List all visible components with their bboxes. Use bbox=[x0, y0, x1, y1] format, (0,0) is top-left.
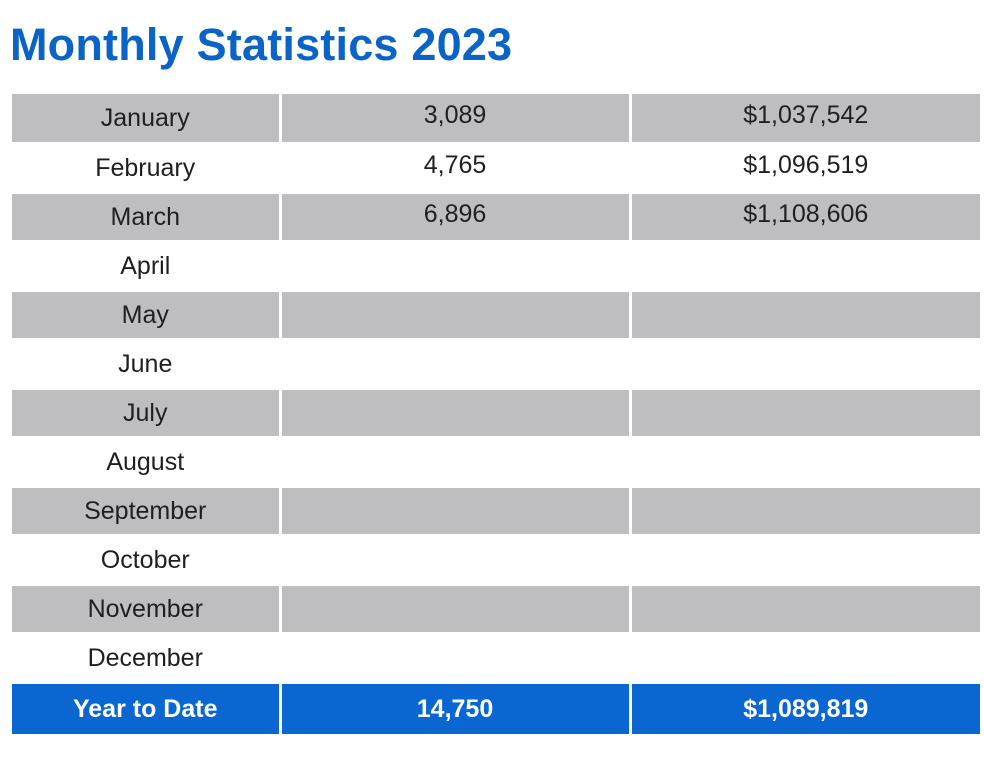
table-row: June bbox=[12, 337, 980, 388]
amount-cell bbox=[628, 582, 980, 633]
table-row: February 4,765 $1,096,519 bbox=[12, 141, 980, 192]
amount-cell bbox=[628, 288, 980, 339]
table-row: November bbox=[12, 582, 980, 633]
amount-cell bbox=[628, 533, 980, 584]
year-to-date-amount: $1,089,819 bbox=[628, 680, 980, 734]
count-cell bbox=[278, 337, 630, 388]
amount-cell bbox=[628, 337, 980, 388]
count-cell bbox=[278, 239, 630, 290]
page-title: Monthly Statistics 2023 bbox=[10, 19, 513, 70]
month-cell: October bbox=[12, 533, 280, 584]
month-cell: November bbox=[12, 582, 280, 633]
table-row: January 3,089 $1,037,542 bbox=[12, 94, 980, 143]
amount-cell bbox=[628, 631, 980, 682]
month-cell: December bbox=[12, 631, 280, 682]
table-body: January 3,089 $1,037,542 February 4,765 … bbox=[12, 94, 980, 734]
count-cell bbox=[278, 288, 630, 339]
amount-cell bbox=[628, 435, 980, 486]
count-cell bbox=[278, 484, 630, 535]
count-cell bbox=[278, 631, 630, 682]
amount-cell: $1,108,606 bbox=[628, 190, 980, 241]
amount-cell: $1,037,542 bbox=[628, 94, 980, 143]
count-cell: 3,089 bbox=[278, 94, 630, 143]
amount-cell bbox=[628, 484, 980, 535]
table-row: August bbox=[12, 435, 980, 486]
month-cell: April bbox=[12, 239, 280, 290]
month-cell: May bbox=[12, 288, 280, 339]
month-cell: March bbox=[12, 190, 280, 241]
count-cell: 4,765 bbox=[278, 141, 630, 192]
count-cell bbox=[278, 582, 630, 633]
count-cell bbox=[278, 533, 630, 584]
count-cell: 6,896 bbox=[278, 190, 630, 241]
table-row: October bbox=[12, 533, 980, 584]
monthly-statistics-table: January 3,089 $1,037,542 February 4,765 … bbox=[12, 94, 980, 734]
month-cell: September bbox=[12, 484, 280, 535]
table-row: December bbox=[12, 631, 980, 682]
amount-cell: $1,096,519 bbox=[628, 141, 980, 192]
month-cell: August bbox=[12, 435, 280, 486]
table-row: July bbox=[12, 386, 980, 437]
month-cell: July bbox=[12, 386, 280, 437]
table-row: May bbox=[12, 288, 980, 339]
year-to-date-label: Year to Date bbox=[12, 680, 280, 734]
count-cell bbox=[278, 386, 630, 437]
month-cell: June bbox=[12, 337, 280, 388]
month-cell: February bbox=[12, 141, 280, 192]
count-cell bbox=[278, 435, 630, 486]
table-row: September bbox=[12, 484, 980, 535]
amount-cell bbox=[628, 386, 980, 437]
table-row: March 6,896 $1,108,606 bbox=[12, 190, 980, 241]
year-to-date-row: Year to Date 14,750 $1,089,819 bbox=[12, 680, 980, 734]
amount-cell bbox=[628, 239, 980, 290]
table-row: April bbox=[12, 239, 980, 290]
month-cell: January bbox=[12, 94, 280, 143]
year-to-date-count: 14,750 bbox=[278, 680, 630, 734]
